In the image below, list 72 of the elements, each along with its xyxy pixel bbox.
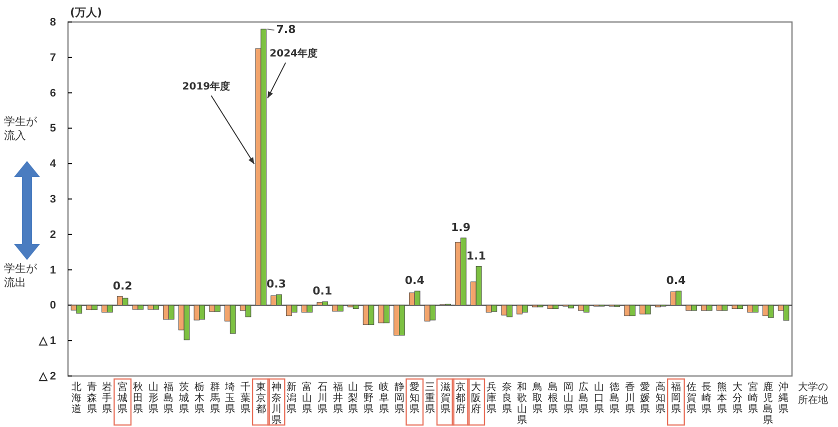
x-tick-label: 山形県 [148,381,158,415]
x-tick-label: 愛知県 [410,381,420,415]
data-label: 0.4 [666,274,686,288]
x-tick-label: 香川県 [624,381,635,415]
x-tick-label: 大分県 [732,381,742,415]
x-tick-label: 岩手県 [102,381,112,415]
x-tick-label: 東京都 [256,381,266,415]
y-axis-title: (万人) [70,6,102,19]
x-tick-label: 和歌山県 [517,381,528,426]
x-tick-label: 秋田県 [132,381,143,415]
x-tick-label: 島根県 [548,381,558,415]
x-tick-label: 新潟県 [286,381,297,415]
x-tick-label: 神奈川県 [271,381,282,426]
x-tick-label: 徳島県 [609,382,620,415]
x-tick-label: 福井県 [332,381,343,415]
y-tick-label: 5 [50,122,56,135]
text: 2019年度 [182,80,230,93]
x-tick-label: 京都府 [456,381,466,415]
x-tick-label: 山口県 [594,381,604,415]
y-tick-label: 1 [50,264,56,276]
x-tick-label: 鳥取県 [532,381,543,415]
x-tick-label: 青森県 [86,381,97,415]
x-tick-label: 長野県 [364,382,374,415]
x-tick-label: 茨城県 [178,381,190,415]
x-tick-label: 千葉県 [240,381,251,415]
x-tick-label: 富山県 [302,381,312,415]
x-tick-label: 静岡県 [394,381,404,415]
y-tick-label: 3 [50,194,56,206]
x-tick-label: 埼玉県 [224,381,236,415]
x-tick-label: 兵庫県 [486,381,496,415]
x-tick-label: 福岡県 [670,381,681,415]
data-label: 0.2 [112,279,132,292]
y-tick-label: 2 [50,228,56,241]
text: 学生が流出 [4,262,38,289]
data-label: 7.8 [276,23,296,36]
data-label: 1.9 [450,220,470,234]
x-tick-label: 沖縄県 [778,381,789,415]
x-tick-label: 岡山県 [563,382,574,415]
y-tick-label: 8 [50,16,56,29]
y-tick-label: △ 1 [38,335,56,348]
x-tick-label: 岐阜県 [378,381,389,415]
data-label: 0.4 [404,274,425,288]
x-tick-label: 長崎県 [702,382,712,415]
x-tick-label: 宮城県 [116,381,128,415]
y-tick-label: 7 [50,52,56,64]
x-tick-label: 大阪府 [471,381,482,415]
x-tick-label: 群馬県 [208,381,220,415]
text: 学生が流入 [4,115,38,142]
x-tick-label: 高知県 [656,381,666,415]
x-tick-label: 広島県 [578,381,589,415]
x-tick-label: 滋賀県 [440,381,450,415]
x-tick-label: 石川県 [317,382,328,415]
x-tick-label: 栃木県 [194,381,204,415]
y-tick-label: 6 [50,87,56,100]
x-tick-label: 佐賀県 [686,382,696,415]
x-axis-title: 大学の所在地 [798,381,828,406]
x-tick-label: 三重県 [425,382,435,415]
y-tick-label: 4 [50,158,57,170]
y-tick-label: 0 [50,300,56,312]
x-tick-label: 愛媛県 [640,381,650,415]
y-tick-label: △ 2 [38,370,56,383]
x-tick-label: 奈良県 [502,382,512,415]
data-label: 0.3 [266,278,286,291]
x-tick-label: 北海道 [71,381,82,415]
x-tick-label: 鹿児島県 [763,381,774,426]
data-label: 1.1 [466,249,486,262]
series-label: 2024年度 [270,48,318,60]
x-tick-label: 福島県 [164,381,174,415]
data-label: 0.1 [312,284,332,298]
x-tick-label: 山梨県 [348,381,358,415]
x-tick-label: 宮崎県 [748,381,758,415]
x-tick-label: 熊本県 [717,381,728,415]
